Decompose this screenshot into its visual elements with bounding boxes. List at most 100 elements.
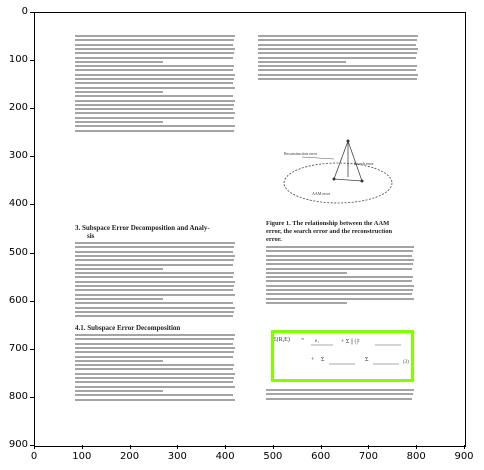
x-tick-label: 800 — [406, 451, 426, 462]
text-line — [75, 272, 234, 275]
x-tick — [272, 445, 274, 449]
x-tick — [34, 445, 35, 449]
y-tick — [30, 252, 34, 254]
x-tick — [129, 445, 131, 449]
y-tick — [30, 204, 34, 206]
text-line — [75, 285, 234, 287]
figure-line — [333, 178, 363, 182]
text-line — [266, 389, 414, 391]
text-line — [266, 263, 413, 266]
text-line — [258, 60, 346, 63]
text-line — [75, 310, 234, 313]
text-line — [75, 47, 235, 50]
text-line — [258, 47, 418, 50]
text-line — [75, 276, 233, 279]
text-line — [75, 389, 163, 392]
x-tick-label: 200 — [120, 451, 140, 462]
figure-ellipse — [283, 162, 393, 204]
text-line — [75, 381, 233, 384]
subsection-heading: 4.1. Subspace Error Decomposition — [75, 324, 181, 332]
text-line — [75, 334, 235, 336]
text-line — [75, 302, 233, 305]
text-line — [266, 254, 412, 257]
text-line — [75, 95, 233, 98]
figure-pointer — [301, 156, 335, 160]
text-line — [266, 301, 348, 304]
text-line — [75, 267, 163, 270]
text-line — [266, 289, 413, 291]
text-line — [75, 338, 234, 341]
text-line — [75, 246, 234, 249]
text-line — [258, 69, 416, 72]
figure-label: Reconstruction error — [284, 151, 318, 156]
text-line — [75, 78, 234, 80]
text-line — [75, 372, 235, 375]
text-line — [266, 271, 348, 274]
x-tick — [320, 445, 322, 449]
text-line — [75, 259, 234, 262]
x-tick-label: 300 — [167, 451, 187, 462]
y-tick-label: 0 — [21, 6, 28, 17]
text-line — [75, 73, 235, 76]
y-tick-label: 100 — [8, 54, 28, 66]
text-line — [75, 355, 233, 358]
section-heading: 3. Subspace Error Decomposition and Anal… — [75, 224, 210, 232]
y-tick — [30, 156, 34, 158]
y-tick-label: 400 — [8, 198, 28, 210]
equation-lhs: E(R,E) — [273, 336, 290, 343]
y-tick-label: 900 — [8, 439, 28, 450]
x-tick-label: 500 — [263, 451, 283, 462]
x-tick-label: 100 — [72, 451, 92, 462]
x-tick-label: 700 — [358, 451, 378, 462]
text-line — [75, 60, 163, 63]
text-line — [75, 99, 235, 102]
text-line — [75, 116, 234, 119]
text-line — [258, 35, 418, 37]
x-tick — [368, 445, 370, 449]
text-line — [75, 398, 235, 401]
text-line — [75, 289, 233, 292]
text-line — [75, 297, 163, 300]
text-line — [75, 359, 163, 362]
x-tick-label: 400 — [215, 451, 235, 462]
text-line — [75, 351, 234, 354]
figure-caption-line: error, the search error and the reconstr… — [266, 228, 393, 235]
figure-caption-line: Figure 1. The relationship between the A… — [266, 220, 390, 227]
figure-caption-line: error. — [266, 236, 282, 243]
text-line — [75, 56, 233, 59]
text-line — [75, 90, 163, 93]
y-tick-label: 500 — [8, 246, 28, 258]
y-tick-label: 300 — [8, 150, 28, 162]
x-tick-label: 600 — [311, 451, 331, 462]
figure-diagram: Reconstruction error Search error AAM er… — [283, 139, 393, 204]
text-line — [258, 73, 418, 76]
text-line — [75, 250, 233, 253]
figure-label: Search error — [354, 161, 374, 166]
figure-point — [360, 179, 364, 183]
text-line — [75, 39, 234, 42]
text-line — [258, 43, 416, 46]
text-line — [75, 315, 233, 318]
text-line — [75, 69, 233, 72]
y-tick-label: 800 — [8, 390, 28, 402]
text-line — [75, 121, 163, 123]
text-line — [75, 129, 234, 132]
figure-label: AAM error — [312, 191, 331, 196]
equation-term: + — [311, 357, 315, 363]
text-line — [75, 125, 235, 128]
section-heading-continued: sis — [87, 232, 95, 240]
text-line — [75, 242, 235, 244]
x-tick — [225, 445, 227, 449]
equation-term: + Σ ||·||² — [341, 339, 360, 345]
text-line — [75, 346, 235, 349]
text-line — [75, 263, 233, 266]
text-line — [75, 293, 235, 296]
text-line — [266, 246, 414, 248]
x-tick-label: 0 — [30, 451, 38, 462]
text-line — [75, 254, 235, 257]
text-line — [266, 280, 412, 283]
text-line — [75, 342, 233, 345]
text-line — [258, 39, 417, 42]
figure-line — [347, 140, 363, 182]
